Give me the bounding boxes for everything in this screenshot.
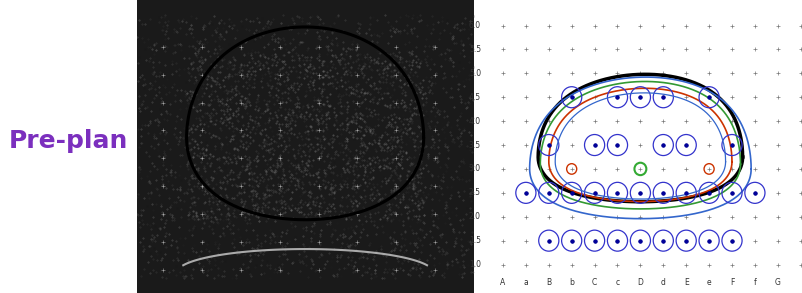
Text: d: d	[660, 278, 665, 287]
Text: e: e	[706, 278, 711, 287]
Text: 1.0: 1.0	[468, 260, 480, 269]
Text: 6.0: 6.0	[468, 21, 480, 30]
Text: 5.5: 5.5	[468, 45, 480, 54]
Text: 4.0: 4.0	[468, 117, 480, 126]
Text: f: f	[752, 278, 755, 287]
Text: Pre-plan: Pre-plan	[9, 129, 128, 153]
Text: 4.5: 4.5	[468, 93, 480, 102]
Text: 5.0: 5.0	[468, 69, 480, 78]
Text: A: A	[500, 278, 505, 287]
Text: 3.0: 3.0	[468, 164, 480, 173]
Text: D: D	[637, 278, 642, 287]
Text: B: B	[545, 278, 551, 287]
Text: F: F	[729, 278, 733, 287]
Text: C: C	[591, 278, 597, 287]
Text: 1.5: 1.5	[468, 236, 480, 245]
Text: 3.5: 3.5	[468, 141, 480, 149]
Text: c: c	[614, 278, 619, 287]
Text: E: E	[683, 278, 687, 287]
Text: 2.0: 2.0	[468, 212, 480, 221]
Text: G: G	[774, 278, 780, 287]
Text: a: a	[523, 278, 528, 287]
Text: b: b	[569, 278, 573, 287]
Text: 2.5: 2.5	[468, 188, 480, 197]
